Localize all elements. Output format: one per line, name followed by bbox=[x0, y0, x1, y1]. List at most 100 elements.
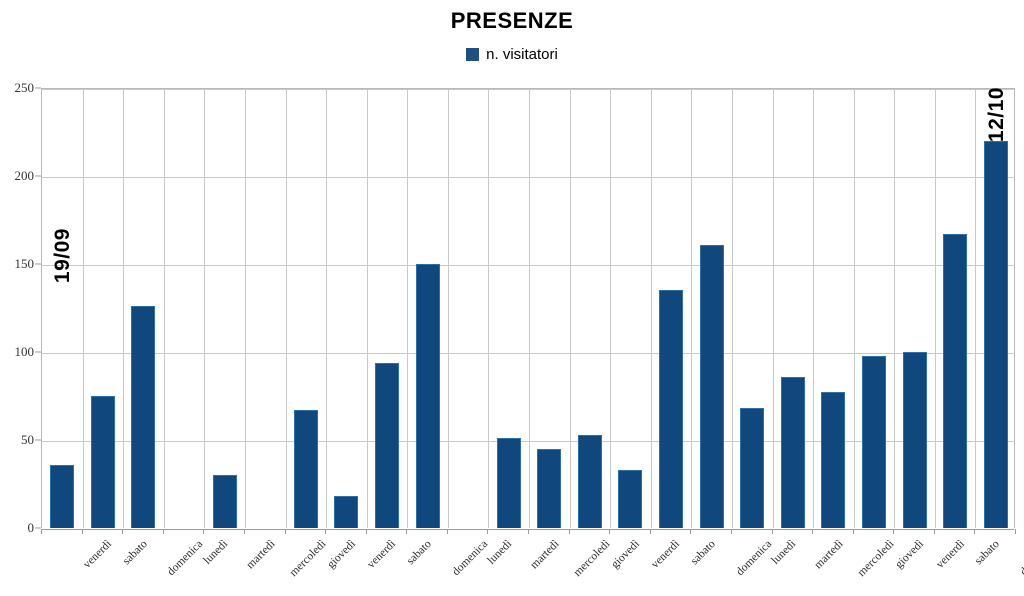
y-tick-label: 200 bbox=[14, 168, 35, 183]
plot-area: 19/09 12/10 bbox=[41, 87, 1015, 530]
x-tick-label: venerdì bbox=[81, 538, 115, 571]
bar-slot bbox=[164, 89, 205, 528]
bar[interactable] bbox=[902, 352, 927, 528]
x-tick-label: martedì bbox=[243, 538, 278, 572]
bar-slot bbox=[894, 89, 935, 528]
bar[interactable] bbox=[577, 434, 602, 528]
x-tick-mark bbox=[163, 529, 164, 534]
bar-slot bbox=[83, 89, 124, 528]
x-tick-label: giovedì bbox=[893, 538, 926, 571]
x-tick-label: giovedì bbox=[608, 538, 642, 571]
x-tick-mark bbox=[406, 529, 407, 534]
x-tick-mark bbox=[893, 529, 894, 534]
x-tick-mark bbox=[487, 529, 488, 534]
y-tick-label: 50 bbox=[21, 432, 34, 447]
bar-slot bbox=[448, 89, 489, 528]
x-gridline bbox=[286, 89, 287, 528]
x-tick-label: mercoledì bbox=[855, 538, 897, 580]
x-gridline bbox=[570, 89, 571, 528]
x-tick-label: domenica bbox=[449, 538, 490, 579]
x-tick-label: mercoledì bbox=[571, 538, 613, 580]
x-gridline bbox=[326, 89, 327, 528]
bar[interactable] bbox=[618, 469, 643, 528]
bar-slot bbox=[854, 89, 895, 528]
bar[interactable] bbox=[821, 392, 846, 528]
x-tick-label: venerdì bbox=[933, 538, 967, 571]
x-tick-label: venerdì bbox=[365, 538, 399, 571]
x-tick-label: martedì bbox=[527, 538, 562, 572]
bar-date-annotation: 12/10 bbox=[984, 87, 1008, 143]
bar-slot bbox=[732, 89, 773, 528]
x-tick-mark bbox=[528, 529, 529, 534]
bar-slot bbox=[651, 89, 692, 528]
y-gridline bbox=[42, 177, 1014, 178]
x-tick-label: giovedì bbox=[324, 538, 358, 571]
x-tick-mark bbox=[853, 529, 854, 534]
bar-slot bbox=[691, 89, 732, 528]
bar[interactable] bbox=[943, 234, 968, 528]
bar[interactable] bbox=[861, 355, 886, 528]
bar[interactable] bbox=[699, 244, 724, 528]
x-tick-mark bbox=[82, 529, 83, 534]
x-tick-label: venerdì bbox=[649, 538, 683, 571]
x-gridline bbox=[854, 89, 855, 528]
bar[interactable] bbox=[983, 140, 1008, 528]
legend-label: n. visitatori bbox=[486, 46, 558, 63]
x-gridline bbox=[732, 89, 733, 528]
x-gridline bbox=[773, 89, 774, 528]
x-tick-label: lunedì bbox=[485, 538, 515, 567]
bar[interactable] bbox=[740, 408, 765, 528]
x-tick-mark bbox=[285, 529, 286, 534]
bar[interactable] bbox=[780, 376, 805, 528]
legend-swatch-icon bbox=[466, 48, 480, 61]
bar[interactable] bbox=[374, 362, 399, 528]
x-tick-mark bbox=[731, 529, 732, 534]
x-tick-mark bbox=[366, 529, 367, 534]
bar[interactable] bbox=[334, 496, 359, 528]
x-tick-mark bbox=[609, 529, 610, 534]
bar[interactable] bbox=[537, 448, 562, 528]
bar-slot bbox=[570, 89, 611, 528]
bar-slot bbox=[42, 89, 83, 528]
x-gridline bbox=[894, 89, 895, 528]
bar[interactable] bbox=[293, 410, 318, 528]
x-gridline bbox=[407, 89, 408, 528]
chart-legend: n. visitatori bbox=[0, 46, 1024, 63]
bar-slot bbox=[204, 89, 245, 528]
bar[interactable] bbox=[496, 438, 521, 528]
x-gridline bbox=[83, 89, 84, 528]
chart-title: PRESENZE bbox=[450, 8, 574, 33]
bar[interactable] bbox=[90, 396, 115, 528]
x-tick-mark bbox=[812, 529, 813, 534]
bar-slot bbox=[326, 89, 367, 528]
bar-slot bbox=[610, 89, 651, 528]
x-gridline bbox=[529, 89, 530, 528]
y-gridline bbox=[42, 265, 1014, 266]
bar-slot bbox=[407, 89, 448, 528]
x-gridline bbox=[610, 89, 611, 528]
x-tick-mark bbox=[974, 529, 975, 534]
x-tick-mark bbox=[203, 529, 204, 534]
x-tick-mark bbox=[690, 529, 691, 534]
bar[interactable] bbox=[50, 464, 75, 528]
x-tick-mark bbox=[41, 529, 42, 534]
bar-slot bbox=[367, 89, 408, 528]
bar[interactable] bbox=[131, 306, 156, 528]
x-axis: venerdì sabato domenica lunedì martedì mercol… bbox=[41, 529, 1024, 596]
bar-slot bbox=[935, 89, 976, 528]
x-tick-mark bbox=[1015, 529, 1016, 534]
x-tick-label: domenica bbox=[165, 538, 206, 579]
y-tick-label: 0 bbox=[27, 520, 35, 535]
y-tick-mark bbox=[35, 439, 41, 441]
bar[interactable] bbox=[212, 475, 237, 528]
bar[interactable] bbox=[659, 290, 684, 528]
bar-slot bbox=[286, 89, 327, 528]
x-gridline bbox=[813, 89, 814, 528]
bar[interactable] bbox=[415, 264, 440, 528]
x-tick-label: sabato bbox=[688, 538, 718, 568]
bar-slot bbox=[123, 89, 164, 528]
bar-slot bbox=[245, 89, 286, 528]
x-gridline bbox=[488, 89, 489, 528]
bar-date-annotation: 19/09 bbox=[51, 227, 75, 283]
